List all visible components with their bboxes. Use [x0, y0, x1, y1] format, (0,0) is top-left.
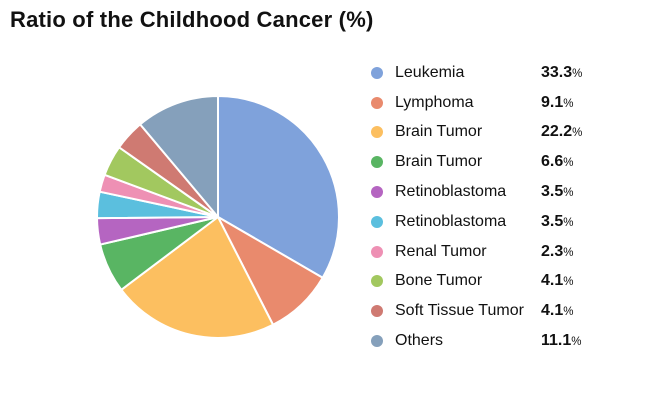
legend-color-dot — [371, 245, 383, 258]
legend-value: 22.2% — [541, 123, 583, 141]
pie-slice-2-brain-tumor — [120, 216, 275, 339]
legend-item-5-retinoblastoma: Retinoblastoma 3.5% — [371, 207, 582, 237]
legend-item-9-others: Others 11.1% — [371, 326, 582, 356]
pie-slice-0-leukemia — [217, 95, 340, 279]
legend-color-dot — [371, 66, 383, 79]
legend-label: Renal Tumor — [395, 242, 487, 260]
legend-label: Brain Tumor — [395, 153, 483, 171]
legend: Leukemia 33.3% Lymphoma 9.1% Brain Tumor… — [371, 58, 582, 356]
legend-value: 6.6% — [541, 153, 574, 171]
legend-item-3-brain-tumor: Brain Tumor 6.6% — [371, 147, 582, 177]
legend-value: 11.1% — [541, 332, 582, 350]
legend-value: 33.3% — [541, 63, 583, 81]
pie-chart — [96, 95, 340, 339]
legend-color-dot — [371, 96, 383, 109]
legend-label: Others — [395, 332, 444, 350]
legend-label: Soft Tissue Tumor — [395, 302, 524, 320]
legend-value: 4.1% — [541, 302, 574, 320]
legend-item-7-bone-tumor: Bone Tumor 4.1% — [371, 267, 582, 297]
legend-color-dot — [371, 215, 383, 228]
legend-value: 3.5% — [541, 212, 574, 230]
legend-color-dot — [371, 335, 383, 348]
legend-item-1-lymphoma: Lymphoma 9.1% — [371, 88, 582, 118]
legend-value: 9.1% — [541, 93, 574, 111]
legend-value: 3.5% — [541, 183, 574, 201]
legend-item-2-brain-tumor: Brain Tumor 22.2% — [371, 118, 582, 148]
legend-item-8-soft-tissue-tumor: Soft Tissue Tumor 4.1% — [371, 296, 582, 326]
legend-color-dot — [371, 126, 383, 139]
legend-label: Lymphoma — [395, 93, 474, 111]
legend-color-dot — [371, 305, 383, 318]
legend-item-6-renal-tumor: Renal Tumor 2.3% — [371, 237, 582, 267]
legend-label: Retinoblastoma — [395, 212, 507, 230]
legend-label: Bone Tumor — [395, 272, 483, 290]
legend-item-0-leukemia: Leukemia 33.3% — [371, 58, 582, 88]
legend-value: 4.1% — [541, 272, 574, 290]
legend-color-dot — [371, 156, 383, 169]
legend-value: 2.3% — [541, 242, 574, 260]
legend-color-dot — [371, 186, 383, 199]
chart-title: Ratio of the Childhood Cancer (%) — [10, 7, 374, 32]
legend-label: Retinoblastoma — [395, 183, 507, 201]
legend-label: Leukemia — [395, 63, 465, 81]
legend-item-4-retinoblastoma: Retinoblastoma 3.5% — [371, 177, 582, 207]
legend-color-dot — [371, 275, 383, 288]
legend-label: Brain Tumor — [395, 123, 483, 141]
pie-slice-9-others — [139, 95, 219, 218]
